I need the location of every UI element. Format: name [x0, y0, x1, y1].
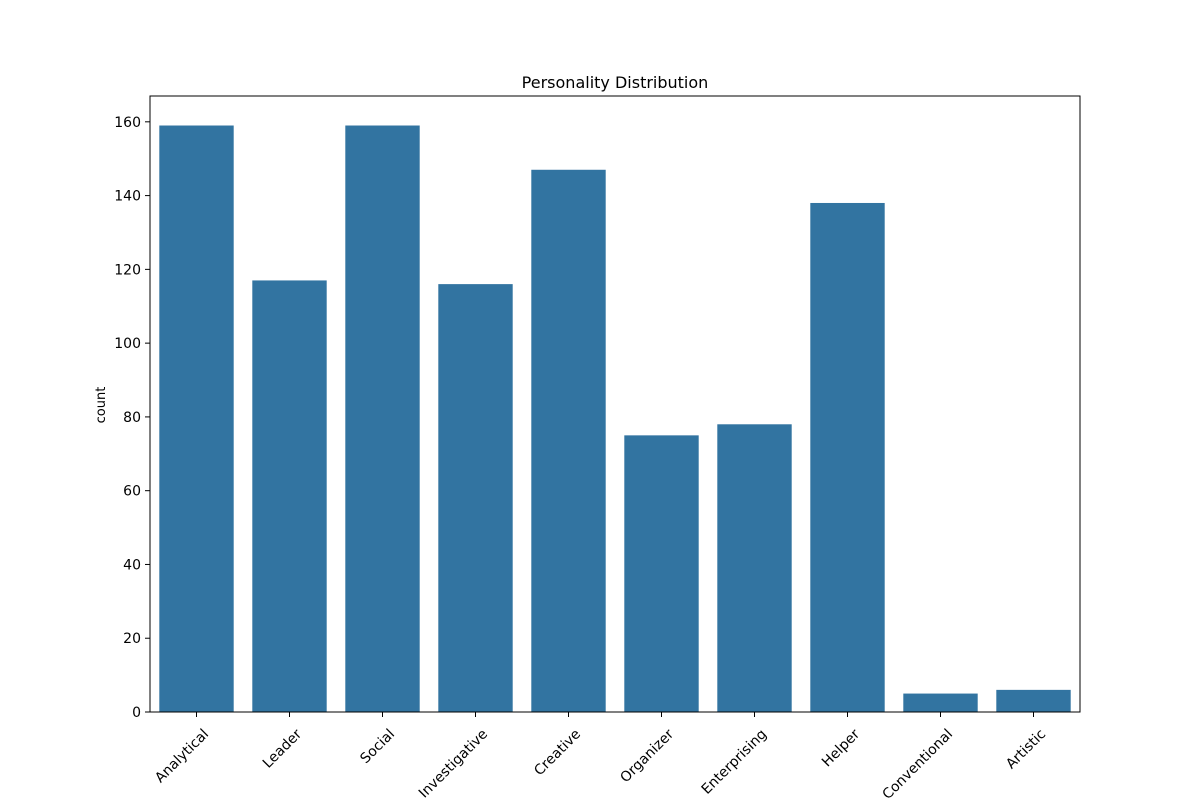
x-tick-label: Helper — [819, 726, 863, 770]
bar-leader — [252, 280, 327, 712]
bar-enterprising — [717, 424, 792, 712]
bar-helper — [810, 202, 885, 712]
x-tick-label: Organizer — [617, 726, 677, 786]
chart-title: Personality Distribution — [522, 73, 709, 92]
x-tick-label: Enterprising — [699, 726, 770, 797]
plot-frame — [149, 95, 1081, 713]
x-axis: Analytical Leader Social Investigative Creat… — [152, 712, 1049, 800]
x-tick-label: Analytical — [152, 726, 212, 786]
x-tick-label: Leader — [260, 726, 305, 771]
y-tick-label: 80 — [123, 410, 141, 426]
x-tick-label: Artistic — [1003, 726, 1049, 772]
x-tick-label: Investigative — [416, 726, 491, 800]
y-tick-label: 60 — [123, 484, 141, 500]
x-tick-label: Social — [357, 726, 398, 767]
bar-artistic — [996, 689, 1071, 712]
y-tick-label: 120 — [114, 262, 141, 278]
bar-conventional — [903, 693, 978, 712]
x-tick-label: Conventional — [880, 726, 957, 800]
bars-layer — [159, 125, 1071, 712]
bar-analytical — [159, 125, 234, 712]
y-tick-label: 40 — [123, 557, 141, 573]
bar-social — [345, 125, 420, 712]
bar-organizer — [624, 435, 699, 712]
y-tick-label: 100 — [114, 336, 141, 352]
bar-creative — [531, 169, 606, 712]
bar-investigative — [438, 284, 513, 712]
x-tick-label: Creative — [531, 726, 584, 779]
y-tick-label: 0 — [132, 705, 141, 721]
y-axis: 0 20 40 60 80 100 120 140 160 — [114, 115, 150, 721]
y-tick-label: 20 — [123, 631, 141, 647]
y-tick-label: 160 — [114, 115, 141, 131]
y-axis-label: count — [94, 387, 109, 424]
y-tick-label: 140 — [114, 189, 141, 205]
